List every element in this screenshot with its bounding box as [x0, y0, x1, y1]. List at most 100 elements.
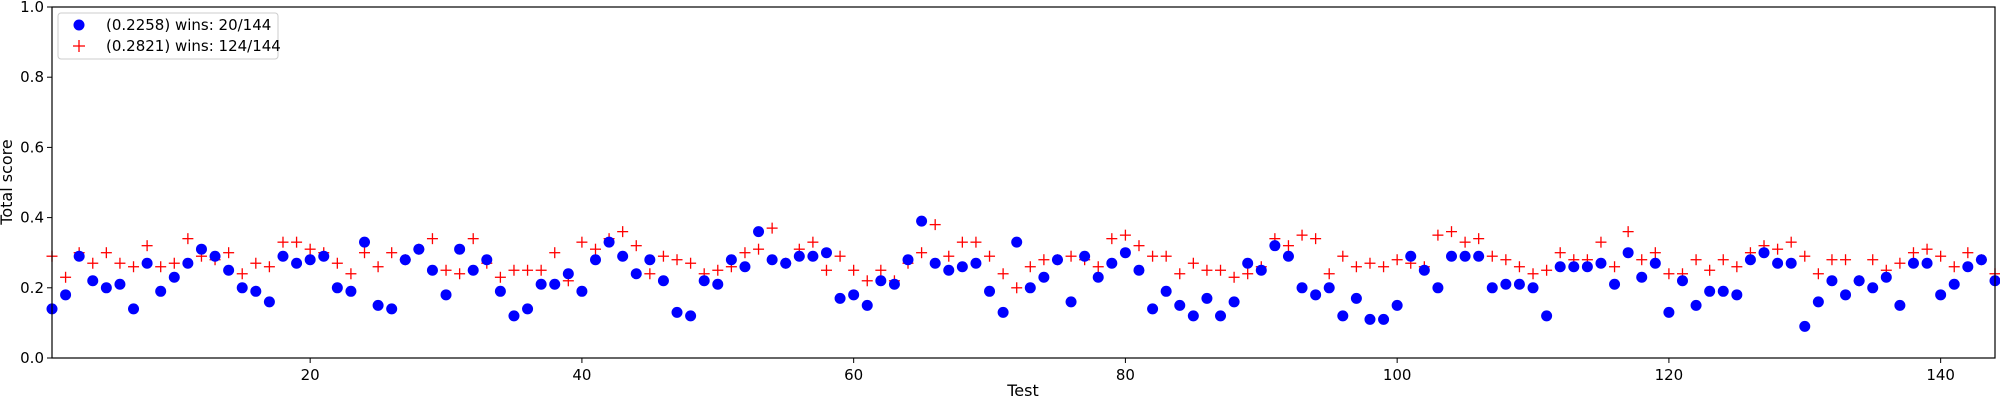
- data-point-plus: [848, 264, 860, 276]
- data-point-circle: [1513, 278, 1525, 290]
- data-point-circle: [1215, 310, 1227, 322]
- data-point-circle: [100, 282, 112, 294]
- legend-marker-series-1: [73, 19, 85, 31]
- data-point-circle: [1622, 247, 1634, 259]
- data-point-circle: [1840, 289, 1852, 301]
- data-point-circle: [1853, 275, 1865, 287]
- data-point-circle: [522, 303, 534, 315]
- data-point-circle: [182, 257, 194, 269]
- data-point-circle: [318, 250, 330, 262]
- data-point-plus: [1459, 236, 1471, 248]
- data-point-circle: [1065, 296, 1077, 308]
- data-point-plus: [1812, 268, 1824, 280]
- data-point-circle: [1079, 250, 1091, 262]
- data-point-circle: [87, 275, 99, 287]
- data-point-circle: [1935, 289, 1947, 301]
- data-point-circle: [875, 275, 887, 287]
- data-point-circle: [807, 250, 819, 262]
- data-point-circle: [1500, 278, 1512, 290]
- data-point-plus: [440, 264, 452, 276]
- data-point-circle: [1310, 289, 1322, 301]
- legend-label-series-2: (0.2821) wins: 124/144: [106, 37, 281, 55]
- data-point-circle: [916, 215, 928, 227]
- series-1: [46, 215, 2000, 332]
- data-point-plus: [943, 250, 955, 262]
- data-point-plus: [1663, 268, 1675, 280]
- data-point-circle: [1459, 250, 1471, 262]
- data-point-circle: [494, 285, 506, 297]
- data-point-circle: [1024, 282, 1036, 294]
- data-point-circle: [793, 250, 805, 262]
- data-point-circle: [698, 275, 710, 287]
- data-point-circle: [454, 243, 466, 255]
- data-point-circle: [209, 250, 221, 262]
- data-point-plus: [1446, 226, 1458, 238]
- data-point-plus: [1731, 261, 1743, 273]
- data-point-circle: [834, 292, 846, 304]
- data-point-circle: [1323, 282, 1335, 294]
- data-point-circle: [277, 250, 289, 262]
- x-axis-label: Test: [1006, 381, 1039, 400]
- data-point-plus: [1011, 282, 1023, 294]
- data-point-circle: [943, 264, 955, 276]
- data-point-circle: [1799, 320, 1811, 332]
- data-point-circle: [168, 271, 180, 283]
- data-point-circle: [1894, 299, 1906, 311]
- data-point-plus: [1541, 264, 1553, 276]
- data-point-plus: [685, 257, 697, 269]
- data-point-plus: [168, 257, 180, 269]
- data-point-plus: [1065, 250, 1077, 262]
- data-point-plus: [1500, 254, 1512, 266]
- y-tick-label: 0.0: [20, 349, 44, 367]
- data-point-plus: [277, 236, 289, 248]
- data-point-circle: [1744, 254, 1756, 266]
- data-point-plus: [671, 254, 683, 266]
- data-point-circle: [440, 289, 452, 301]
- data-point-circle: [1119, 247, 1131, 259]
- data-point-circle: [1921, 257, 1933, 269]
- data-point-circle: [1364, 313, 1376, 325]
- data-point-plus: [549, 247, 561, 259]
- data-point-circle: [1378, 313, 1390, 325]
- marks-layer: [46, 215, 2000, 332]
- data-point-circle: [997, 306, 1009, 318]
- data-point-plus: [1174, 268, 1186, 280]
- data-point-circle: [60, 289, 72, 301]
- data-point-plus: [1554, 247, 1566, 259]
- data-point-circle: [902, 254, 914, 266]
- legend-label-series-1: (0.2258) wins: 20/144: [106, 16, 271, 34]
- data-point-plus: [1609, 261, 1621, 273]
- y-tick-label: 0.8: [20, 68, 44, 86]
- data-point-plus: [1636, 254, 1648, 266]
- x-tick-label: 80: [1116, 366, 1135, 384]
- data-point-circle: [1160, 285, 1172, 297]
- data-point-circle: [1636, 271, 1648, 283]
- data-point-circle: [195, 243, 207, 255]
- data-point-circle: [508, 310, 520, 322]
- data-point-circle: [1350, 292, 1362, 304]
- data-point-circle: [223, 264, 235, 276]
- data-point-circle: [1867, 282, 1879, 294]
- data-point-circle: [549, 278, 561, 290]
- data-point-plus: [929, 219, 941, 231]
- data-point-plus: [250, 257, 262, 269]
- data-point-circle: [1282, 250, 1294, 262]
- data-point-circle: [861, 299, 873, 311]
- data-point-plus: [807, 236, 819, 248]
- data-point-plus: [182, 233, 194, 245]
- data-point-circle: [1092, 271, 1104, 283]
- data-point-plus: [386, 247, 398, 259]
- data-point-plus: [359, 247, 371, 259]
- data-point-circle: [141, 257, 153, 269]
- data-point-circle: [617, 250, 629, 262]
- data-point-plus: [1622, 226, 1634, 238]
- ticks-layer: 20 40 60 80 100 120 140 0.0 0.2 0.4 0.6 0.8 1.0: [20, 0, 1955, 384]
- x-tick-label: 20: [301, 366, 320, 384]
- data-point-circle: [1826, 275, 1838, 287]
- data-point-circle: [1880, 271, 1892, 283]
- data-point-plus: [1867, 254, 1879, 266]
- y-tick-label: 0.4: [20, 209, 44, 227]
- data-point-circle: [1541, 310, 1553, 322]
- data-point-plus: [223, 247, 235, 259]
